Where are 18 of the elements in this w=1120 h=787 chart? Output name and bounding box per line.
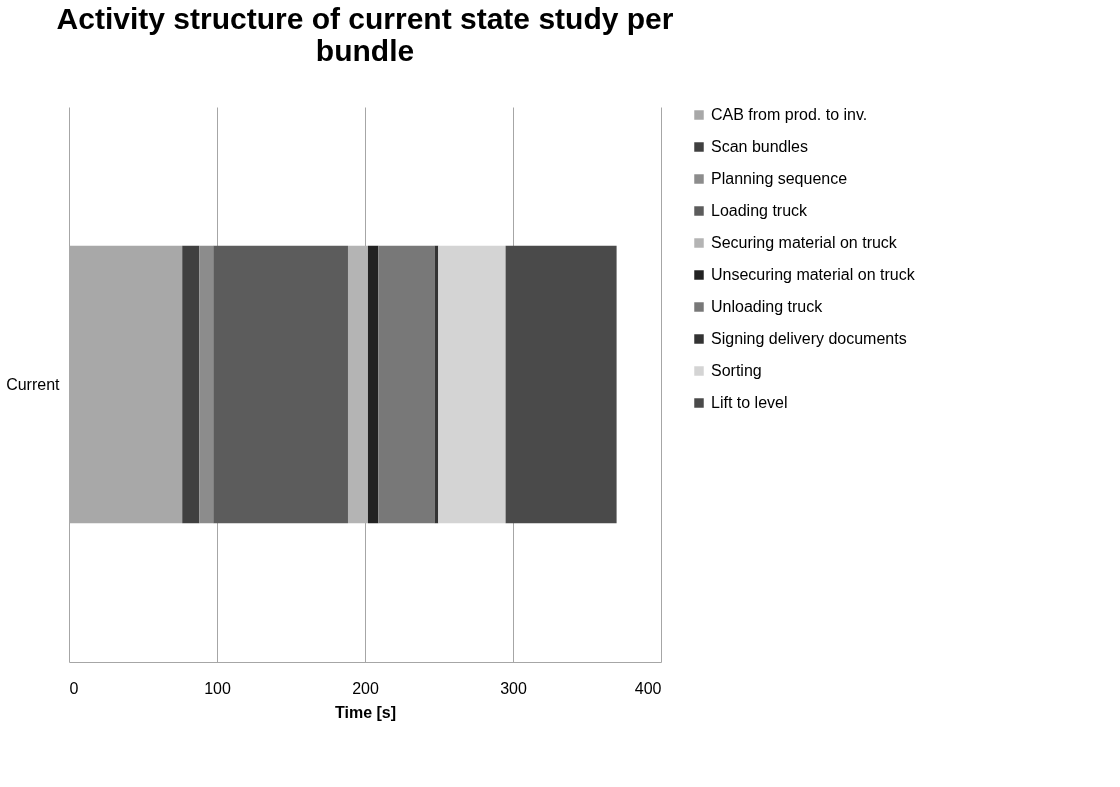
x-tick-label: 100 [204,679,231,697]
legend-label: Signing delivery documents [711,330,907,347]
legend-label: Planning sequence [711,170,848,187]
x-tick-label: 300 [500,679,527,697]
legend-label: Loading truck [711,202,809,219]
chart-title: Activity structure of current state study per bundle [56,2,674,67]
legend-label: Scan bundles [711,138,808,155]
x-tick-label: 200 [352,679,379,697]
x-tick-label: 400 [634,679,662,697]
legend-label: Securing material on truck [711,234,898,251]
legend-label: Sorting [711,362,762,379]
x-tick-label: 0 [69,679,79,697]
legend-label: Lift to level [711,394,788,411]
y-tick-label: Current [6,375,61,393]
legend-label: Unsecuring material on truck [711,266,916,283]
legend-label: Unloading truck [711,298,824,315]
x-axis-title: Time [s] [334,703,397,721]
legend-label: CAB from prod. to inv. [711,106,868,123]
